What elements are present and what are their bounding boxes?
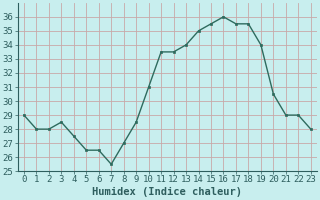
X-axis label: Humidex (Indice chaleur): Humidex (Indice chaleur) [92,187,242,197]
